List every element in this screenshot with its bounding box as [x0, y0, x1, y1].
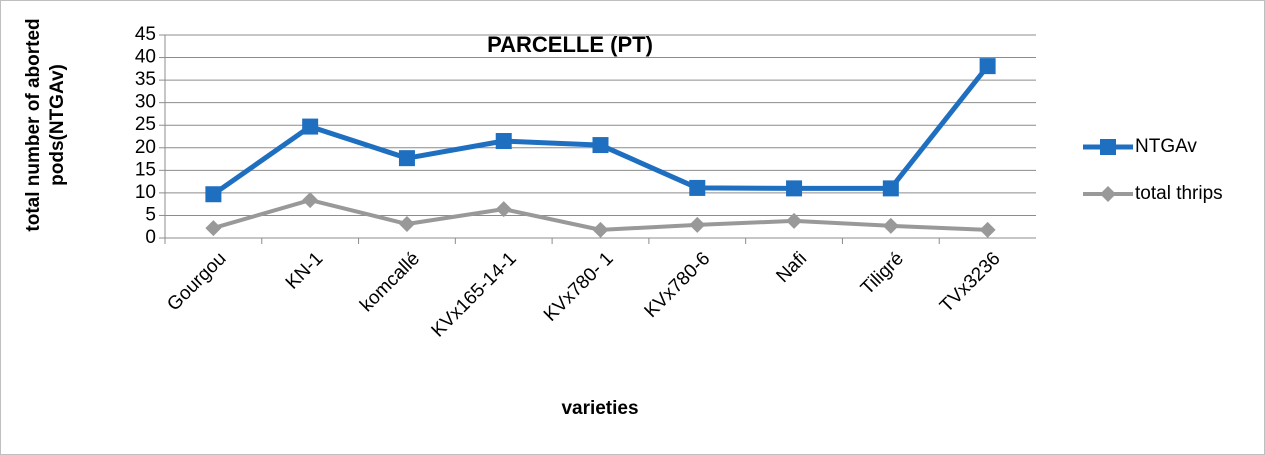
y-tick-label: 45 [135, 24, 156, 45]
marker [689, 216, 706, 233]
marker [979, 221, 996, 238]
marker [592, 137, 609, 154]
y-tick-label: 40 [135, 47, 156, 68]
y-tick-label: 30 [135, 92, 156, 113]
marker [398, 216, 415, 233]
marker [882, 217, 899, 234]
marker [302, 118, 319, 135]
y-tick-label: 15 [135, 159, 156, 180]
legend-label: NTGAv [1135, 136, 1197, 157]
marker [302, 192, 319, 209]
y-tick-label: 25 [135, 114, 156, 135]
y-tick-label: 20 [135, 137, 156, 158]
y-tick-label: 35 [135, 69, 156, 90]
marker [979, 58, 996, 75]
y-tick-label: 0 [145, 227, 156, 248]
legend-marker [1100, 139, 1116, 155]
marker [786, 212, 803, 229]
marker [205, 220, 222, 237]
legend-label: total thrips [1135, 183, 1223, 204]
marker [495, 201, 512, 218]
y-tick-label: 10 [135, 182, 156, 203]
x-axis-label: varieties [561, 398, 638, 419]
y-tick-label: 5 [145, 204, 156, 225]
marker [205, 186, 222, 203]
y-axis-label: pods(NTGAv) [47, 64, 68, 186]
legend-marker [1100, 186, 1116, 202]
marker [689, 179, 706, 196]
marker [495, 133, 512, 150]
marker [592, 221, 609, 238]
marker [398, 150, 415, 167]
marker [786, 180, 803, 197]
chart-title: PARCELLE (PT) [487, 32, 653, 57]
y-axis-label: total number of aborted [23, 18, 44, 231]
marker [882, 180, 899, 197]
